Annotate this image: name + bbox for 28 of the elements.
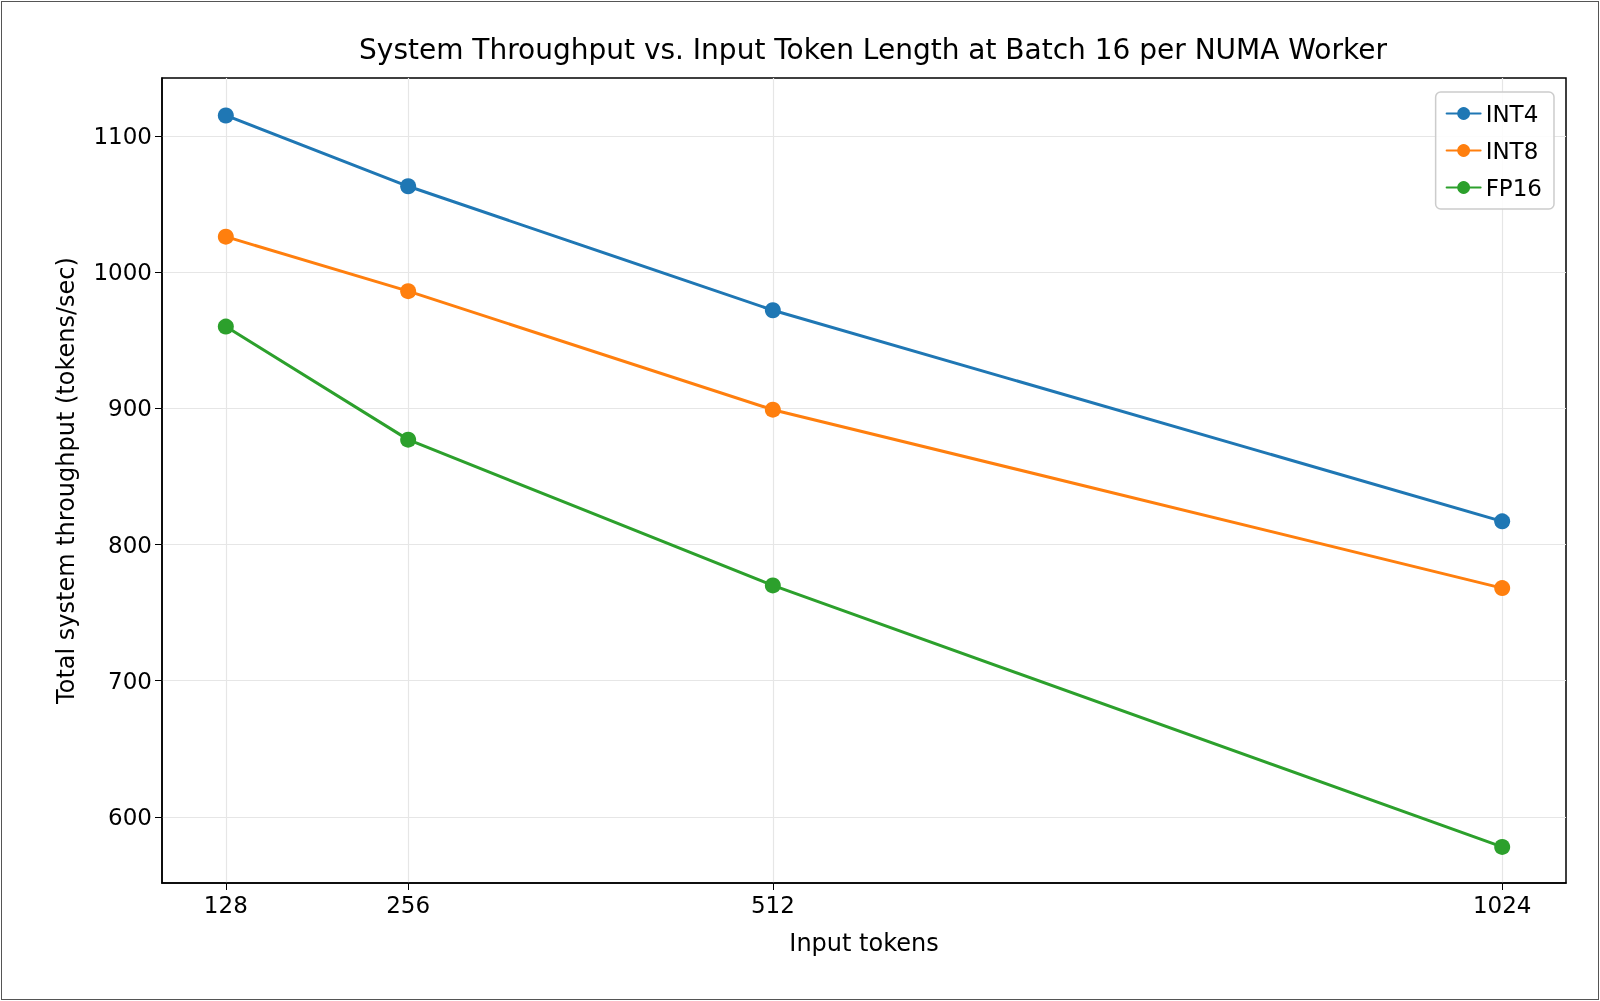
legend-label: INT4: [1485, 100, 1539, 127]
y-tick-label: 900: [108, 395, 152, 422]
point: [217, 318, 234, 335]
y-tick-label: 700: [108, 667, 152, 694]
point: [764, 401, 781, 418]
point: [1494, 838, 1511, 855]
point: [217, 107, 234, 124]
x-axis-title: Input tokens: [789, 929, 939, 957]
point: [400, 431, 417, 448]
point: [764, 577, 781, 594]
legend-label: FP16: [1485, 174, 1543, 201]
y-tick-label: 600: [108, 803, 152, 830]
point: [400, 283, 417, 300]
y-tick-label: 1100: [93, 122, 152, 149]
chart-title: System Throughput vs. Input Token Length at Batch 16 per NUMA Worker: [359, 32, 1388, 66]
point: [217, 228, 234, 245]
point: [400, 178, 417, 195]
y-tick-label: 800: [108, 531, 152, 558]
x-tick-label: 1024: [1472, 891, 1532, 918]
y-axis-title: Total system throughput (tokens/sec): [52, 257, 80, 705]
x-tick-label: 256: [386, 891, 431, 918]
point: [764, 302, 781, 319]
legend-label: INT8: [1485, 137, 1539, 164]
y-tick-label: 1000: [93, 259, 152, 286]
point: [1494, 580, 1511, 597]
x-tick-label: 128: [203, 891, 248, 918]
point: [1494, 513, 1511, 530]
x-tick-label: 512: [750, 891, 795, 918]
